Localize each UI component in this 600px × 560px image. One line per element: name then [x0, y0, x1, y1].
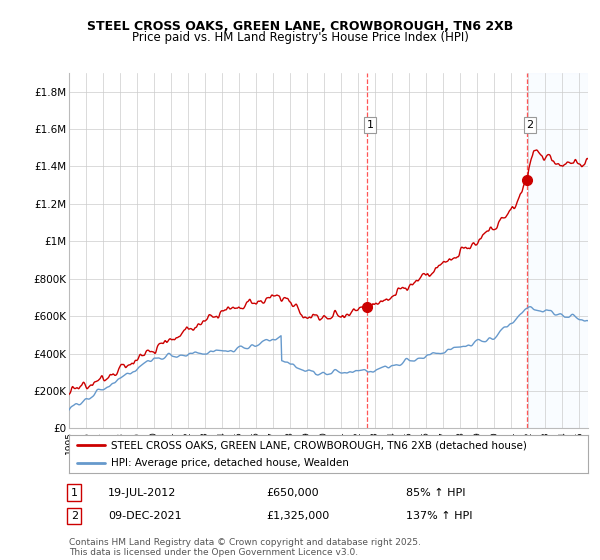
Text: STEEL CROSS OAKS, GREEN LANE, CROWBOROUGH, TN6 2XB (detached house): STEEL CROSS OAKS, GREEN LANE, CROWBOROUG…: [110, 440, 526, 450]
Text: Price paid vs. HM Land Registry's House Price Index (HPI): Price paid vs. HM Land Registry's House …: [131, 31, 469, 44]
Text: HPI: Average price, detached house, Wealden: HPI: Average price, detached house, Weal…: [110, 458, 349, 468]
Bar: [527, 73, 588, 428]
Text: 1: 1: [367, 120, 374, 130]
Text: 1: 1: [71, 488, 77, 497]
Text: 2: 2: [526, 120, 533, 130]
Text: STEEL CROSS OAKS, GREEN LANE, CROWBOROUGH, TN6 2XB: STEEL CROSS OAKS, GREEN LANE, CROWBOROUG…: [87, 20, 513, 32]
Text: £1,325,000: £1,325,000: [266, 511, 329, 521]
Text: 09-DEC-2021: 09-DEC-2021: [108, 511, 182, 521]
Text: 137% ↑ HPI: 137% ↑ HPI: [406, 511, 473, 521]
Text: £650,000: £650,000: [266, 488, 319, 497]
Text: 19-JUL-2012: 19-JUL-2012: [108, 488, 176, 497]
Text: 2: 2: [71, 511, 78, 521]
Text: 85% ↑ HPI: 85% ↑ HPI: [406, 488, 466, 497]
Text: Contains HM Land Registry data © Crown copyright and database right 2025.
This d: Contains HM Land Registry data © Crown c…: [69, 538, 421, 557]
